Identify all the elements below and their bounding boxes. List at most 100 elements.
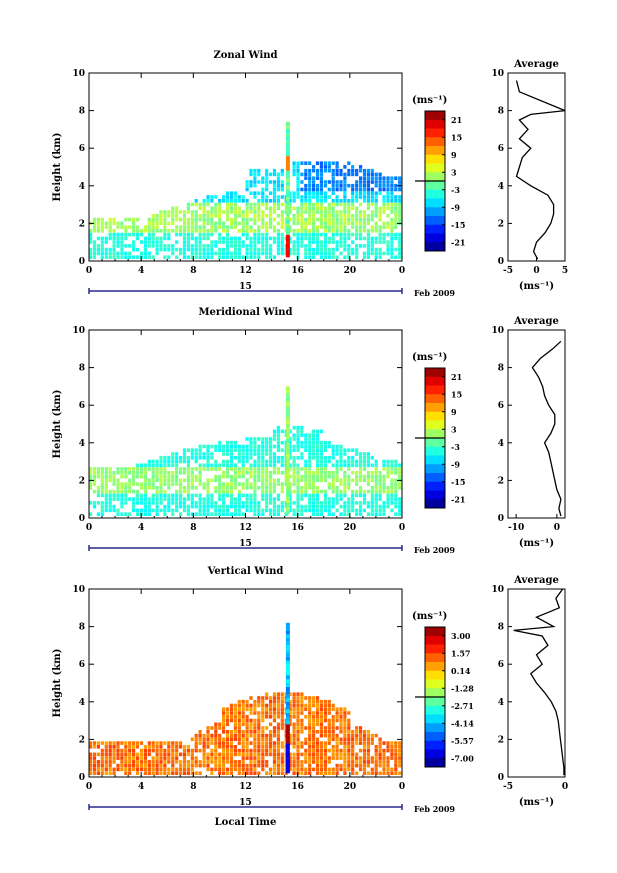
- y-tick-label: 8: [79, 364, 85, 374]
- colorbar-tick-label: -4.14: [451, 718, 474, 728]
- colorbar-band: [425, 137, 445, 147]
- profile-x-label: (ms⁻¹): [519, 281, 554, 292]
- profile-y-tick-label: 0: [498, 773, 504, 783]
- colorbar-band: [425, 207, 445, 217]
- heatmap-cells: [89, 692, 402, 775]
- profile-y-tick-label: 2: [498, 219, 504, 229]
- colorbar-band: [425, 429, 445, 439]
- colorbar-band: [425, 216, 445, 226]
- colorbar-band: [425, 688, 445, 698]
- date-label: 15: [239, 798, 252, 808]
- x-tick-label: 20: [344, 523, 357, 533]
- colorbar-tick-label: -5.57: [451, 736, 474, 746]
- colorbar-tick-label: -7.00: [451, 753, 474, 763]
- profile-title: Average: [513, 575, 559, 586]
- profile-x-tick-label: -5: [503, 782, 513, 792]
- y-tick-label: 2: [79, 219, 85, 229]
- colorbar-band: [425, 385, 445, 395]
- colorbar-band: [425, 119, 445, 129]
- colorbar-band: [425, 732, 445, 742]
- colorbar-tick-label: 0.14: [451, 666, 471, 676]
- colorbar-tick-label: 3: [451, 167, 457, 177]
- profile-y-tick-label: 6: [498, 660, 504, 670]
- colorbar-tick-label: -1.28: [451, 683, 474, 693]
- y-tick-label: 6: [79, 660, 85, 670]
- x-tick-label: 12: [239, 782, 252, 792]
- panel-title: Zonal Wind: [213, 50, 277, 61]
- x-tick-label: 0: [399, 523, 405, 533]
- colorbar-band: [425, 224, 445, 234]
- profile-y-tick-label: 10: [491, 69, 504, 79]
- colorbar-tick-label: 15: [451, 132, 462, 142]
- colorbar-tick-label: 21: [451, 372, 462, 382]
- profile-x-tick-label: 0: [562, 782, 568, 792]
- colorbar-band: [425, 368, 445, 378]
- colorbar-band: [425, 644, 445, 654]
- colorbar-tick-label: 3.00: [451, 631, 471, 641]
- colorbar-band: [425, 420, 445, 430]
- y-axis-label: Height (km): [52, 133, 63, 202]
- colorbar-band: [425, 111, 445, 121]
- profile-frame: [507, 329, 566, 519]
- colorbar-tick-label: -21: [451, 237, 465, 247]
- colorbar-unit: (ms⁻¹): [412, 95, 447, 106]
- colorbar-band: [425, 481, 445, 491]
- colorbar-band: [425, 154, 445, 164]
- y-axis-label: Height (km): [52, 649, 63, 718]
- x-tick-label: 20: [344, 266, 357, 276]
- heatmap-cells: [89, 161, 402, 259]
- colorbar-band: [425, 394, 445, 404]
- convective-tower: [285, 121, 290, 258]
- y-tick-label: 0: [79, 257, 85, 267]
- y-tick-label: 2: [79, 735, 85, 745]
- colorbar-band: [425, 411, 445, 421]
- x-tick-label: 4: [138, 266, 144, 276]
- x-tick-label: 16: [291, 782, 304, 792]
- profile-x-tick-label: 0: [554, 523, 560, 533]
- colorbar-band: [425, 172, 445, 182]
- profile-title: Average: [513, 59, 559, 70]
- profile-y-tick-label: 0: [498, 514, 504, 524]
- colorbar-band: [425, 723, 445, 733]
- date-label: 15: [239, 282, 252, 292]
- profile-y-tick-label: 8: [498, 107, 504, 117]
- heatmap-cells: [89, 425, 402, 516]
- y-tick-label: 6: [79, 144, 85, 154]
- colorbar-band: [425, 697, 445, 707]
- profile-x-tick-label: -5: [503, 266, 513, 276]
- colorbar-tick-label: 15: [451, 389, 462, 399]
- x-tick-label: 0: [86, 782, 92, 792]
- y-tick-label: 0: [79, 514, 85, 524]
- profile-frame: [507, 72, 566, 262]
- colorbar-tick-label: 9: [451, 407, 457, 417]
- colorbar-band: [425, 679, 445, 689]
- y-tick-label: 6: [79, 401, 85, 411]
- colorbar-band: [425, 740, 445, 750]
- profile-y-tick-label: 6: [498, 401, 504, 411]
- y-tick-label: 4: [79, 439, 85, 449]
- colorbar: 21 15 9 3 -3 -9 -15 -21: [415, 110, 465, 252]
- x-tick-label: 20: [344, 782, 357, 792]
- colorbar-band: [425, 670, 445, 680]
- colorbar-band: [425, 490, 445, 500]
- colorbar: 3.00 1.57 0.14 -1.28 -2.71 -4.14 -5.57 -7.00: [415, 626, 474, 768]
- profile-y-tick-label: 8: [498, 623, 504, 633]
- month-label: Feb 2009: [414, 804, 455, 814]
- y-tick-label: 10: [72, 69, 85, 79]
- x-tick-label: 8: [190, 523, 196, 533]
- y-tick-label: 10: [72, 585, 85, 595]
- x-tick-label: 0: [86, 523, 92, 533]
- colorbar-band: [425, 705, 445, 715]
- x-axis-label: Local Time: [215, 817, 277, 828]
- panel-title: Vertical Wind: [207, 566, 284, 577]
- x-tick-label: 0: [399, 782, 405, 792]
- profile-y-tick-label: 4: [498, 698, 504, 708]
- colorbar-tick-label: -21: [451, 494, 465, 504]
- colorbar-band: [425, 146, 445, 156]
- colorbar-band: [425, 446, 445, 456]
- colorbar-band: [425, 635, 445, 645]
